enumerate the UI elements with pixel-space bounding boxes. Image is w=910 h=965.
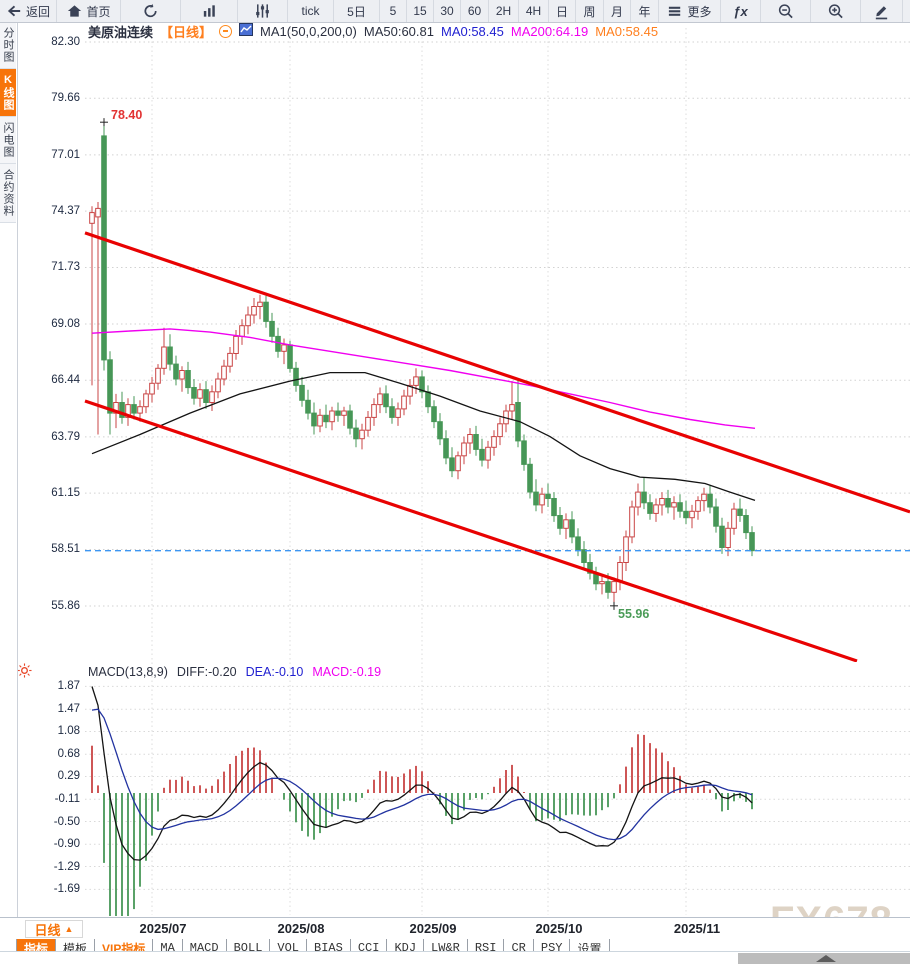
more-button[interactable]: 更多	[659, 0, 721, 22]
svg-text:55.96: 55.96	[618, 607, 649, 621]
period-5-button[interactable]: 5	[380, 0, 407, 22]
indicator-settings-button[interactable]	[238, 0, 288, 22]
macd-axis-label: -0.11	[54, 793, 80, 806]
zoom-out-button[interactable]	[761, 0, 811, 22]
price-axis-label: 77.01	[51, 148, 80, 161]
refresh-icon	[142, 2, 159, 20]
price-axis-label: 69.08	[51, 317, 80, 330]
ma-params: MA1(50,0,200,0)	[260, 23, 357, 39]
bar-chart-icon	[201, 2, 218, 20]
bottom-strip	[0, 951, 910, 965]
zoom-in-button[interactable]	[811, 0, 861, 22]
period-tick-button[interactable]: tick	[288, 0, 334, 22]
price-axis-label: 58.51	[51, 543, 80, 556]
macd-axis-label: -0.50	[53, 815, 80, 828]
macd-header: MACD(13,8,9) DIFF:-0.20 DEA:-0.10 MACD:-…	[88, 665, 381, 679]
back-button[interactable]: 返回	[0, 0, 57, 22]
home-button[interactable]: 首页	[57, 0, 121, 22]
period-5d-button[interactable]: 5日	[334, 0, 380, 22]
period-60-button[interactable]: 60	[461, 0, 489, 22]
draw-button[interactable]	[861, 0, 903, 22]
sidebar-tab-4[interactable]: 合约资料	[0, 164, 16, 223]
macd-bar-value: MACD:-0.19	[312, 665, 382, 679]
period-15-button[interactable]: 15	[407, 0, 434, 22]
price-axis-label: 66.44	[51, 374, 80, 387]
macd-axis-label: 0.29	[57, 770, 80, 783]
sidebar-tab-1[interactable]: 分时图	[0, 22, 16, 69]
period-4h-button[interactable]: 4H	[519, 0, 549, 22]
month-label: 2025/07	[139, 921, 187, 936]
period-label: 【日线】	[160, 24, 213, 40]
back-arrow-icon	[6, 2, 23, 20]
macd-axis-label: 1.47	[57, 703, 80, 716]
line-chart-icon[interactable]	[239, 23, 254, 39]
triangle-up-icon: ▲	[64, 924, 74, 934]
refresh-button[interactable]	[121, 0, 181, 22]
ma0-blue-value: MA0:58.45	[440, 23, 504, 39]
period-week-button[interactable]: 周	[576, 0, 604, 22]
home-icon	[66, 2, 83, 20]
period-2h-button[interactable]: 2H	[489, 0, 519, 22]
macd-axis-label: 1.87	[57, 680, 80, 693]
sidebar-tab-3[interactable]: 闪电图	[0, 117, 16, 164]
price-axis-label: 79.66	[51, 92, 80, 105]
scroll-up-arrow-icon	[816, 955, 836, 962]
horizontal-scrollbar[interactable]	[738, 953, 910, 964]
menu-icon	[667, 2, 684, 20]
svg-text:78.40: 78.40	[111, 108, 142, 122]
macd-params: MACD(13,8,9)	[88, 665, 168, 679]
price-axis-label: 71.73	[51, 261, 80, 274]
price-axis-label: 82.30	[51, 36, 80, 48]
macd-axis-label: -0.90	[53, 838, 80, 851]
price-axis-label: 63.79	[51, 430, 80, 443]
period-30-button[interactable]: 30	[434, 0, 461, 22]
zoom-in-icon	[827, 2, 844, 20]
macd-dea-value: DEA:-0.10	[245, 665, 304, 679]
chart-type-button[interactable]	[181, 0, 238, 22]
collapse-icon[interactable]	[219, 24, 233, 38]
period-year-button[interactable]: 年	[631, 0, 659, 22]
price-axis-label: 61.15	[51, 487, 80, 500]
price-axis-label: 55.86	[51, 599, 80, 612]
main-chart-header: 美原油连续 【日线】 MA1(50,0,200,0) MA50:60.81 MA…	[88, 23, 659, 40]
period-day-button[interactable]: 日	[549, 0, 576, 22]
zoom-out-icon	[777, 2, 794, 20]
period-month-button[interactable]: 月	[604, 0, 631, 22]
ma200-value: MA200:64.19	[510, 23, 589, 39]
formula-button[interactable]: ƒx	[721, 0, 761, 22]
period-selector-label: 日线	[34, 922, 61, 938]
ma0-orange-value: MA0:58.45	[595, 23, 659, 39]
top-toolbar: 返回 首页 tick 5日 5 15 30 60 2H 4H 日周月年更多 ƒx	[0, 0, 910, 23]
sliders-icon	[254, 2, 271, 20]
macd-axis-label: -1.69	[53, 883, 80, 896]
month-label: 2025/08	[277, 921, 325, 936]
macd-axis-label: -1.29	[53, 860, 80, 873]
macd-diff-value: DIFF:-0.20	[176, 665, 237, 679]
ma50-value: MA50:60.81	[363, 23, 434, 39]
macd-axis-label: 1.08	[57, 725, 80, 738]
month-label: 2025/09	[409, 921, 457, 936]
price-axis-label: 74.37	[51, 205, 80, 218]
chart-type-sidebar: 分时图 K线图 闪电图 合约资料	[0, 22, 18, 917]
sidebar-tab-2[interactable]: K线图	[0, 69, 16, 117]
month-label: 2025/10	[535, 921, 583, 936]
period-selector[interactable]: 日线 ▲	[25, 920, 83, 938]
fx-icon: ƒx	[733, 3, 748, 19]
indicator-sun-icon[interactable]	[17, 663, 32, 683]
pencil-icon	[873, 2, 890, 20]
month-label: 2025/11	[673, 921, 721, 936]
macd-axis-label: 0.68	[57, 748, 80, 761]
symbol-name: 美原油连续	[88, 24, 154, 40]
